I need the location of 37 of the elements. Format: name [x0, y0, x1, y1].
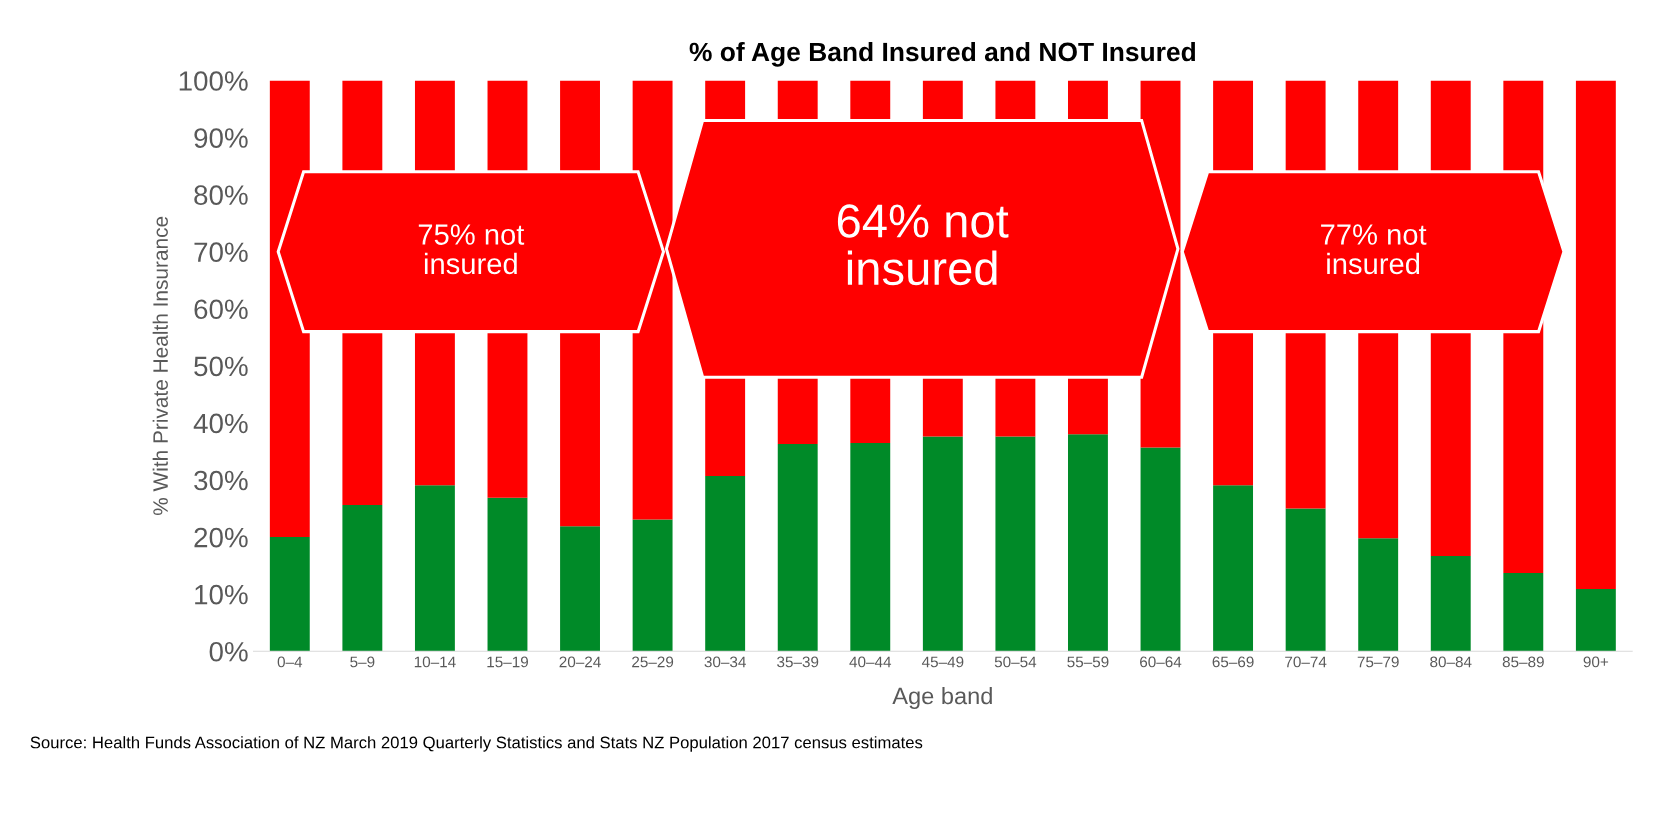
x-tick-label: 45–49 — [921, 656, 964, 668]
x-tick-label: 90+ — [1583, 656, 1609, 668]
y-tick-label: 80% — [194, 185, 248, 205]
y-tick-label: 30% — [194, 470, 248, 491]
x-tick-label: 80–84 — [1430, 656, 1472, 668]
x-tick-label: 5–9 — [350, 656, 375, 668]
y-axis-title: % With Private Health Insurance — [152, 216, 168, 516]
y-tick-label: 70% — [194, 242, 248, 263]
x-tick-label: 10–14 — [414, 656, 456, 668]
y-tick-label: 90% — [194, 128, 248, 148]
annotation: 77% not insured — [1321, 224, 1427, 275]
y-tick-label: 100% — [179, 71, 248, 91]
source-note: Source: Health Funds Association of NZ March 2019 Quarterly Statistics and Stats NZ Population 2017 census estimates — [30, 736, 923, 752]
y-tick-label: 20% — [194, 527, 248, 548]
y-tick-label: 60% — [194, 299, 248, 320]
x-tick-label: 40–44 — [849, 656, 892, 668]
x-tick-label: 65–69 — [1212, 656, 1254, 668]
annotation: 75% not insured — [418, 224, 525, 275]
x-tick-label: 85–89 — [1502, 656, 1544, 668]
x-tick-label: 55–59 — [1067, 656, 1109, 668]
x-tick-label: 20–24 — [559, 656, 601, 668]
x-tick-label: 60–64 — [1140, 656, 1182, 668]
y-tick-label: 50% — [194, 356, 248, 377]
x-tick-label: 75–79 — [1357, 656, 1399, 668]
y-tick-label: 10% — [195, 584, 248, 605]
chart-title: % of Age Band Insured and NOT Insured — [689, 41, 1195, 67]
x-tick-label: 50–54 — [994, 656, 1037, 668]
x-tick-label: 25–29 — [632, 656, 674, 668]
x-tick-label: 15–19 — [487, 656, 528, 668]
x-tick-label: 30–34 — [704, 656, 746, 668]
annotation: 64% not insured — [837, 204, 1009, 286]
x-tick-label: 0–4 — [277, 656, 303, 668]
x-tick-label: 70–74 — [1285, 656, 1327, 668]
y-tick-label: 0% — [209, 641, 248, 662]
y-tick-label: 40% — [193, 413, 248, 434]
x-axis-title: Age band — [892, 686, 992, 709]
x-tick-label: 35–39 — [777, 656, 819, 668]
